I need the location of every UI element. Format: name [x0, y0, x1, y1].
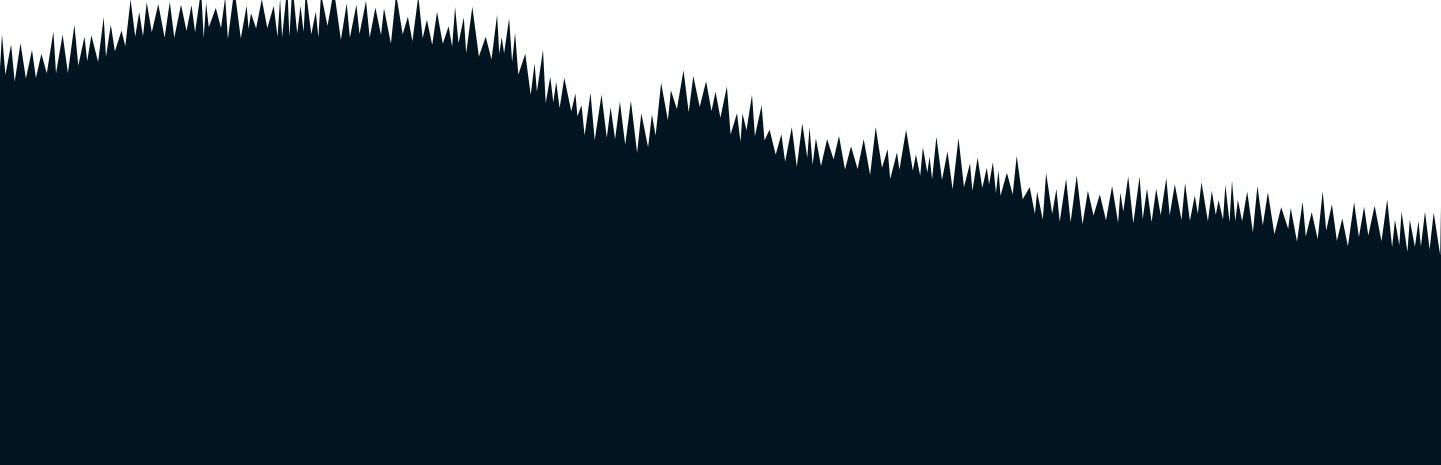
jagged-silhouette: [0, 0, 1441, 465]
page: (() => { // Decorative silhouette: purel…: [0, 0, 1441, 465]
silhouette-scene: [0, 0, 1441, 465]
